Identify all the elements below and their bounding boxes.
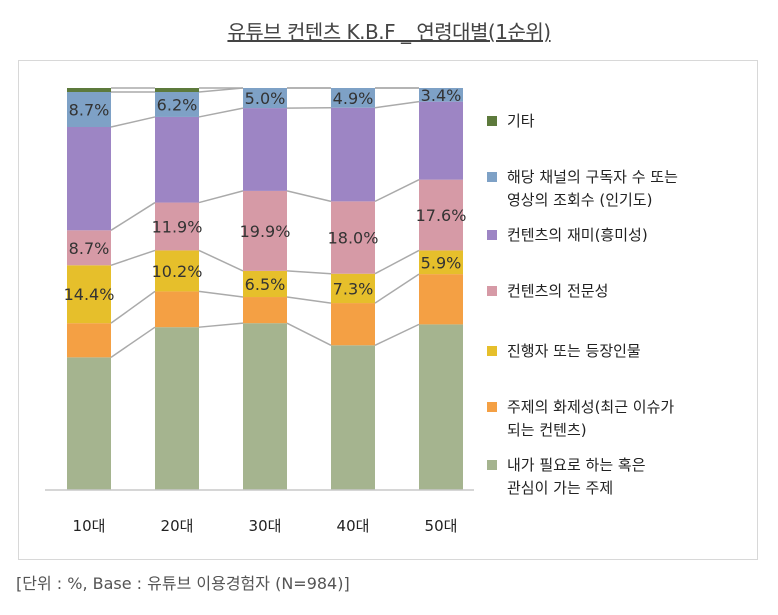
- legend-label: 해당 채널의 구독자 수 또는 영상의 조회수 (인기도): [507, 168, 678, 209]
- series-line: [286, 270, 332, 275]
- bar-segment: [155, 291, 199, 328]
- bar-segment: [155, 92, 199, 117]
- bar-segment: [243, 88, 287, 109]
- x-tick-label: 50대: [425, 517, 458, 535]
- bar-segment: [331, 88, 375, 108]
- legend-swatch: [487, 286, 497, 296]
- series-line: [198, 107, 244, 118]
- series-line: [286, 322, 332, 346]
- data-label: 8.7%: [69, 101, 110, 120]
- data-label: 18.0%: [328, 229, 379, 248]
- bar-segment: [155, 202, 199, 251]
- bar-segment: [155, 116, 199, 203]
- chart-frame: [18, 60, 758, 560]
- bar-segment: [155, 327, 199, 490]
- bar-segment: [419, 88, 463, 102]
- data-label: 8.7%: [69, 239, 110, 258]
- bar-segment: [243, 108, 287, 191]
- legend-swatch: [487, 402, 497, 412]
- series-line: [286, 190, 332, 203]
- series-line: [110, 116, 156, 128]
- legend-item: 컨텐츠의 전문성: [487, 280, 747, 303]
- x-tick-label: 20대: [161, 517, 194, 535]
- bar-segment: [243, 270, 287, 298]
- bar-segment: [67, 88, 111, 93]
- data-label: 6.5%: [245, 275, 286, 294]
- data-label: 6.2%: [157, 95, 198, 114]
- data-label: 19.9%: [240, 222, 291, 241]
- legend-item: 해당 채널의 구독자 수 또는 영상의 조회수 (인기도): [487, 166, 747, 212]
- bar-segment: [331, 303, 375, 346]
- data-label: 14.4%: [64, 285, 115, 304]
- data-label: 17.6%: [416, 206, 467, 225]
- legend-label: 내가 필요로 하는 혹은 관심이 가는 주제: [507, 456, 646, 497]
- bar-segment: [67, 230, 111, 266]
- legend-item: 진행자 또는 등장인물: [487, 340, 747, 363]
- legend-swatch: [487, 116, 497, 126]
- legend-item: 컨텐츠의 재미(흥미성): [487, 224, 747, 247]
- series-line: [286, 296, 332, 304]
- legend-swatch: [487, 346, 497, 356]
- legend-label: 기타: [507, 112, 535, 130]
- series-line: [374, 323, 420, 346]
- bar-segment: [419, 274, 463, 325]
- bar-segment: [331, 107, 375, 202]
- series-line: [374, 178, 420, 203]
- series-line: [110, 290, 156, 324]
- series-line: [110, 249, 156, 266]
- legend-label: 진행자 또는 등장인물: [507, 342, 641, 360]
- series-line: [198, 190, 244, 204]
- footnote: [단위 : %, Base : 유튜브 이용경험자 (N=984)]: [16, 574, 350, 593]
- data-label: 4.9%: [333, 89, 374, 108]
- legend-label: 컨텐츠의 전문성: [507, 282, 609, 300]
- bar-segment: [331, 201, 375, 274]
- bar-segment: [67, 357, 111, 490]
- legend-label: 컨텐츠의 재미(흥미성): [507, 226, 648, 244]
- data-label: 11.9%: [152, 217, 203, 236]
- data-label: 10.2%: [152, 262, 203, 281]
- bar-segment: [331, 345, 375, 490]
- bar-segment: [243, 297, 287, 324]
- bar-segment: [155, 88, 199, 93]
- bar-segment: [419, 324, 463, 490]
- chart-title: 유튜브 컨텐츠 K.B.F _ 연령대별(1순위): [227, 20, 551, 44]
- bar-segment: [243, 190, 287, 271]
- x-tick-label: 10대: [73, 517, 106, 535]
- series-line: [110, 201, 156, 231]
- bar-segment: [67, 323, 111, 358]
- data-label: 5.0%: [245, 89, 286, 108]
- series-line: [198, 322, 244, 328]
- legend-item: 내가 필요로 하는 혹은 관심이 가는 주제: [487, 454, 747, 500]
- data-label: 5.9%: [421, 253, 462, 272]
- bar-segment: [331, 273, 375, 304]
- series-line: [374, 273, 420, 304]
- x-tick-label: 30대: [249, 517, 282, 535]
- series-line: [198, 249, 244, 272]
- bar-segment: [243, 323, 287, 490]
- legend-label: 주제의 화제성(최근 이슈가 되는 컨텐츠): [507, 398, 675, 439]
- series-line: [374, 100, 420, 109]
- bar-segment: [419, 250, 463, 275]
- bar-segment: [155, 250, 199, 292]
- data-label: 3.4%: [421, 86, 462, 105]
- series-line: [198, 290, 244, 298]
- bar-segment: [67, 92, 111, 127]
- series-line: [110, 326, 156, 358]
- legend-swatch: [487, 172, 497, 182]
- legend-item: 주제의 화제성(최근 이슈가 되는 컨텐츠): [487, 396, 747, 442]
- series-line: [374, 249, 420, 275]
- bar-segment: [67, 126, 111, 231]
- x-tick-label: 40대: [337, 517, 370, 535]
- data-label: 7.3%: [333, 279, 374, 298]
- bar-segment: [419, 179, 463, 251]
- legend-swatch: [487, 460, 497, 470]
- legend-item: 기타: [487, 110, 747, 133]
- bar-segment: [419, 101, 463, 180]
- bar-segment: [67, 265, 111, 324]
- legend-swatch: [487, 230, 497, 240]
